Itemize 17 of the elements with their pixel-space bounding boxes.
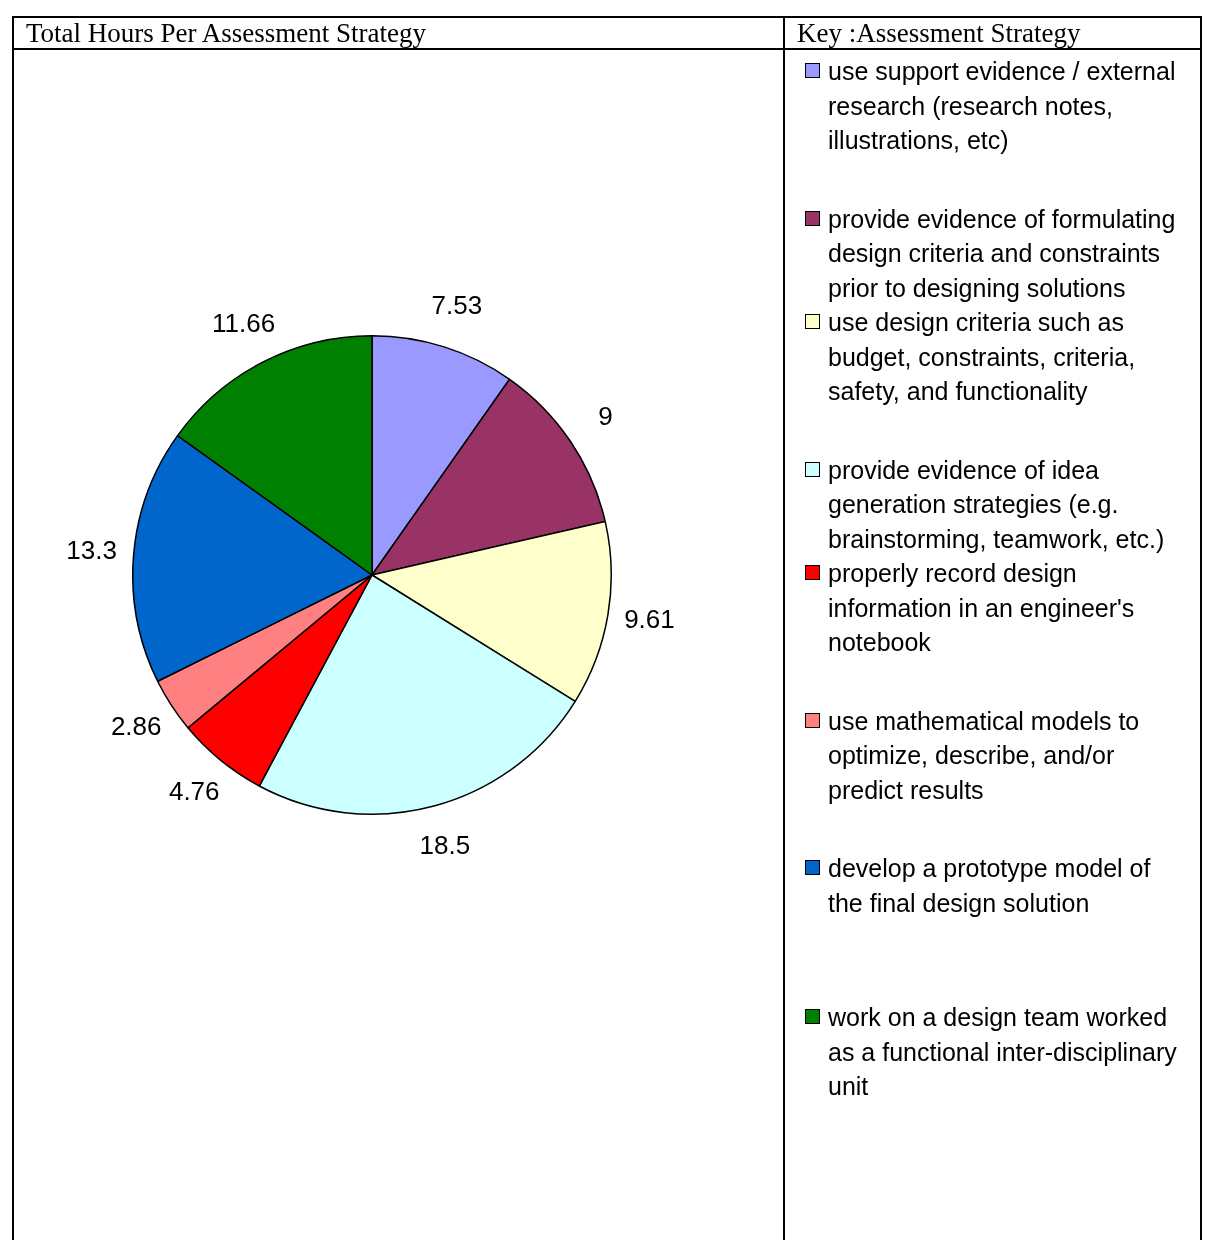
legend-label: use design criteria such as budget, constraints, criteria, safety, and functionality [828, 307, 1137, 407]
chart-title: Total Hours Per Assessment Strategy [13, 17, 784, 49]
data-label: 13.3 [66, 535, 117, 566]
data-label: 18.5 [419, 829, 471, 860]
data-label: 9.61 [624, 604, 675, 635]
legend-label: provide evidence of idea generation strategies (e.g. brainstorming, teamwork, etc.) [828, 454, 1166, 555]
data-label: 2.86 [110, 711, 162, 742]
legend-label: work on a design team worked as a functional inter-disciplinary unit [828, 1002, 1178, 1102]
legend-label: use mathematical models to optimize, describe, and/or predict results [828, 705, 1141, 806]
data-label: 4.76 [168, 776, 220, 807]
legend-label: use support evidence / external research (research notes, illustrations, etc) [828, 56, 1177, 156]
data-label: 9 [598, 401, 613, 432]
legend-label: develop a prototype model of the final design solution [828, 853, 1152, 919]
data-label: 7.53 [431, 290, 483, 321]
legend-label: properly record design information in an engineer's notebook [828, 558, 1136, 658]
legend-title: Key :Assessment Strategy [784, 17, 1201, 49]
data-label: 11.66 [211, 307, 276, 338]
